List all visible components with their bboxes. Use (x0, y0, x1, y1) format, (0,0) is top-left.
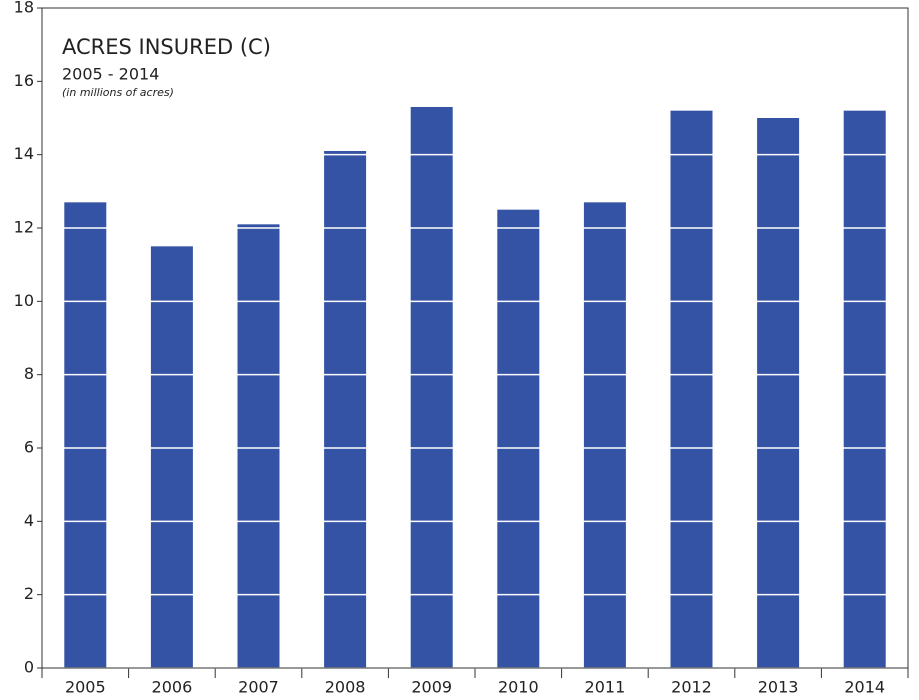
x-tick-label: 2012 (671, 678, 712, 697)
y-tick-label: 6 (24, 438, 34, 457)
y-tick-label: 12 (14, 218, 34, 237)
chart-note: (in millions of acres) (62, 86, 174, 99)
y-tick-label: 4 (24, 511, 34, 530)
x-tick-label: 2010 (498, 678, 539, 697)
x-tick-label: 2008 (325, 678, 366, 697)
bar (497, 209, 540, 668)
x-tick-label: 2011 (585, 678, 626, 697)
bar (670, 110, 713, 668)
x-tick-label: 2007 (238, 678, 279, 697)
bar (757, 118, 800, 668)
y-tick-label: 16 (14, 71, 34, 90)
y-tick-label: 2 (24, 584, 34, 603)
x-tick-label: 2009 (411, 678, 452, 697)
chart-subtitle: 2005 - 2014 (62, 65, 159, 84)
x-tick-label: 2014 (844, 678, 885, 697)
chart-title: ACRES INSURED (C) (62, 35, 271, 59)
bar (237, 224, 280, 669)
x-tick-label: 2006 (152, 678, 193, 697)
y-tick-label: 0 (24, 658, 34, 677)
bar (150, 246, 193, 669)
y-tick-label: 10 (14, 291, 34, 310)
bar (583, 202, 626, 669)
y-tick-label: 8 (24, 364, 34, 383)
bar (410, 107, 453, 668)
bar (843, 110, 886, 668)
y-tick-label: 14 (14, 144, 34, 163)
plot-frame (41, 7, 909, 669)
x-tick-label: 2013 (758, 678, 799, 697)
x-tick-label: 2005 (65, 678, 106, 697)
bar (64, 202, 107, 669)
y-tick-label: 18 (14, 0, 34, 17)
bar (324, 151, 367, 668)
